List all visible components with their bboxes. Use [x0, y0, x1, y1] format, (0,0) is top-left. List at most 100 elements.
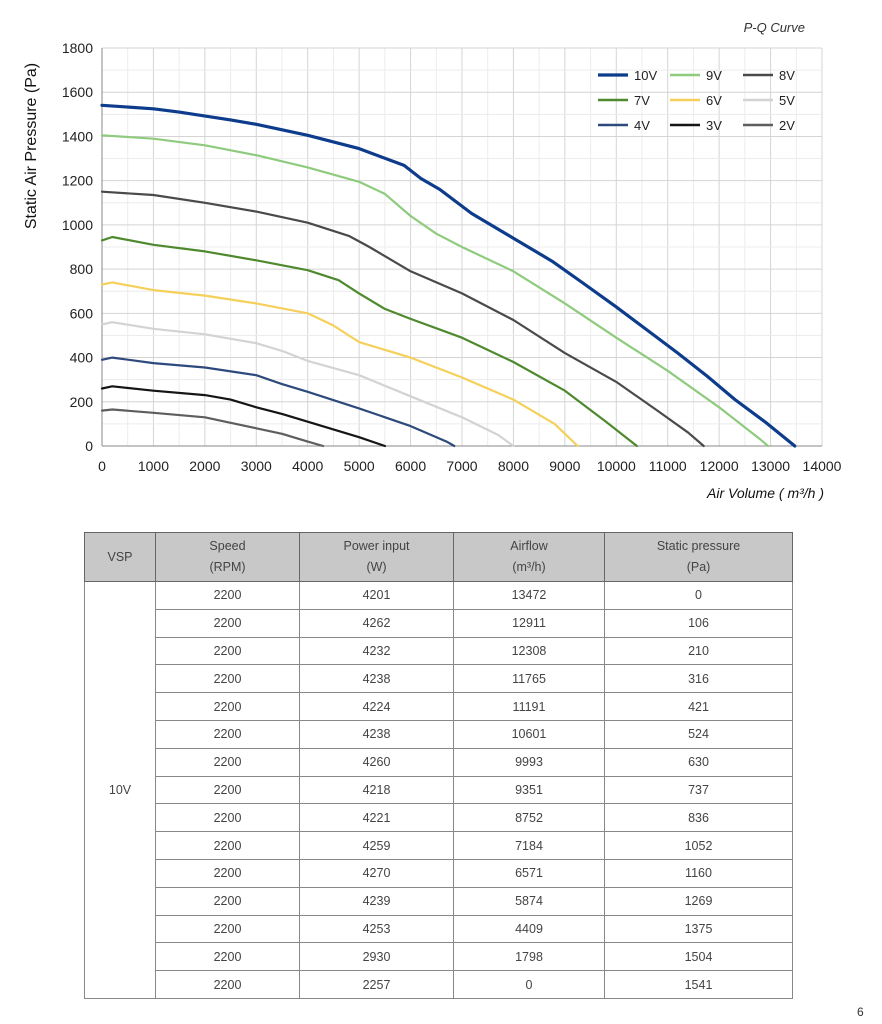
table-cell: 0: [453, 970, 605, 999]
chart-grid: [101, 47, 823, 447]
table-cell: 4232: [299, 636, 454, 666]
legend-label-10v: 10V: [634, 68, 657, 83]
table-cell: 2200: [155, 747, 300, 777]
x-tick-label: 1000: [138, 458, 169, 474]
table-cell: 4270: [299, 858, 454, 888]
table-cell: 4253: [299, 914, 454, 944]
table-cell: 1160: [604, 858, 793, 888]
chart-title: P-Q Curve: [744, 20, 805, 35]
y-tick-label: 1600: [62, 84, 93, 100]
page-number: 6: [857, 1005, 864, 1019]
table-cell: 4238: [299, 719, 454, 749]
table-cell: 2200: [155, 636, 300, 666]
legend-label-9v: 9V: [706, 68, 722, 83]
table-cell: 2200: [155, 581, 300, 610]
table-cell: 4221: [299, 803, 454, 833]
series-line-2v: [100, 408, 325, 448]
y-axis-title: Static Air Pressure (Pa): [23, 63, 40, 229]
x-tick-label: 14000: [803, 458, 842, 474]
table-cell: 4238: [299, 664, 454, 694]
series-line-7v: [100, 235, 639, 448]
table-cell: 11191: [453, 692, 605, 721]
table-cell: 524: [604, 719, 793, 749]
legend-label-8v: 8V: [779, 68, 795, 83]
table-row: 2200 4239 5874 1269: [85, 886, 793, 916]
column-header: Airflow (m³/h): [453, 532, 605, 582]
table-cell: 4201: [299, 581, 454, 610]
x-axis-title: Air Volume ( m³/h ): [706, 485, 824, 501]
column-header: Static pressure (Pa): [604, 532, 793, 582]
series-line-5v: [100, 321, 515, 448]
legend-label-4v: 4V: [634, 118, 650, 133]
column-header: Power input (W): [299, 532, 454, 582]
y-tick-label: 1200: [62, 173, 93, 189]
table-cell: 2200: [155, 914, 300, 944]
table-cell: 210: [604, 636, 793, 666]
table-cell: 4218: [299, 775, 454, 805]
table-cell: 630: [604, 747, 793, 777]
table-cell: 2200: [155, 775, 300, 805]
y-tick-label: 600: [70, 305, 94, 321]
table-row: 2200 4224 11191 421: [85, 692, 793, 721]
table-cell: 2200: [155, 970, 300, 999]
x-tick-label: 5000: [344, 458, 375, 474]
x-tick-label: 10000: [597, 458, 636, 474]
column-header: Speed (RPM): [155, 532, 300, 582]
table-cell: 4409: [453, 914, 605, 944]
table-cell: 2200: [155, 858, 300, 888]
x-tick-label: 8000: [498, 458, 529, 474]
y-tick-label: 0: [85, 438, 93, 454]
table-cell: 9351: [453, 775, 605, 805]
series-line-8v: [100, 190, 705, 448]
y-tick-label: 1800: [62, 40, 93, 56]
table-cell: 4239: [299, 886, 454, 916]
chart-legend: 10V 9V 8V 7V 6V 5V 4V 3V 2V: [598, 68, 795, 133]
table-header-row: VSP Speed (RPM) Power input (W) Airflow (m³/h)…: [84, 532, 793, 582]
table-cell: 1798: [453, 942, 605, 972]
x-tick-labels: 0 1000 2000 3000 4000 5000 6000 7000 8000 9000 100…: [98, 458, 842, 474]
x-tick-label: 2000: [189, 458, 220, 474]
series-line-9v: [100, 134, 770, 448]
y-tick-label: 1400: [62, 128, 93, 144]
series-line-6v: [100, 281, 579, 448]
table-row: 2200 4238 10601 524: [85, 719, 793, 749]
table-row: 2200 4253 4409 1375: [85, 914, 793, 944]
table-cell: 9993: [453, 747, 605, 777]
table-cell: 106: [604, 608, 793, 638]
column-header-unit: (W): [366, 560, 387, 574]
table-cell: 2200: [155, 692, 300, 721]
vsp-cell: 10V: [84, 581, 156, 999]
column-header-title: Static pressure: [656, 539, 741, 553]
table-cell: 12308: [453, 636, 605, 666]
vsp-data-table: VSP Speed (RPM) Power input (W) Airflow (m³/h)…: [84, 532, 793, 999]
column-header-unit: (RPM): [209, 560, 246, 574]
column-header-unit: (Pa): [686, 560, 711, 574]
column-header: VSP: [84, 532, 156, 582]
legend-label-2v: 2V: [779, 118, 795, 133]
x-tick-label: 4000: [292, 458, 323, 474]
table-row: 2200 2930 1798 1504: [85, 942, 793, 972]
series-line-4v: [100, 356, 456, 448]
table-cell: 11765: [453, 664, 605, 694]
x-tick-label: 0: [98, 458, 106, 474]
legend-label-5v: 5V: [779, 93, 795, 108]
table-row: 2200 4218 9351 737: [85, 775, 793, 805]
table-row: 2200 4221 8752 836: [85, 803, 793, 833]
table-cell: 2257: [299, 970, 454, 999]
table-row: 2200 2257 0 1541: [85, 970, 793, 999]
table-cell: 8752: [453, 803, 605, 833]
table-cell: 2200: [155, 608, 300, 638]
table-cell: 7184: [453, 831, 605, 860]
column-header-unit: (m³/h): [512, 560, 546, 574]
table-row: 2200 4238 11765 316: [85, 664, 793, 694]
table-row: 2200 4260 9993 630: [85, 747, 793, 777]
table-cell: 13472: [453, 581, 605, 610]
series-line-3v: [100, 385, 386, 448]
x-tick-label: 11000: [649, 458, 687, 474]
table-cell: 2200: [155, 942, 300, 972]
table-cell: 2200: [155, 803, 300, 833]
table-cell: 2200: [155, 719, 300, 749]
table-row: 10V 2200 4201 13472 0: [84, 581, 793, 999]
table-cell: 316: [604, 664, 793, 694]
x-tick-label: 6000: [395, 458, 426, 474]
